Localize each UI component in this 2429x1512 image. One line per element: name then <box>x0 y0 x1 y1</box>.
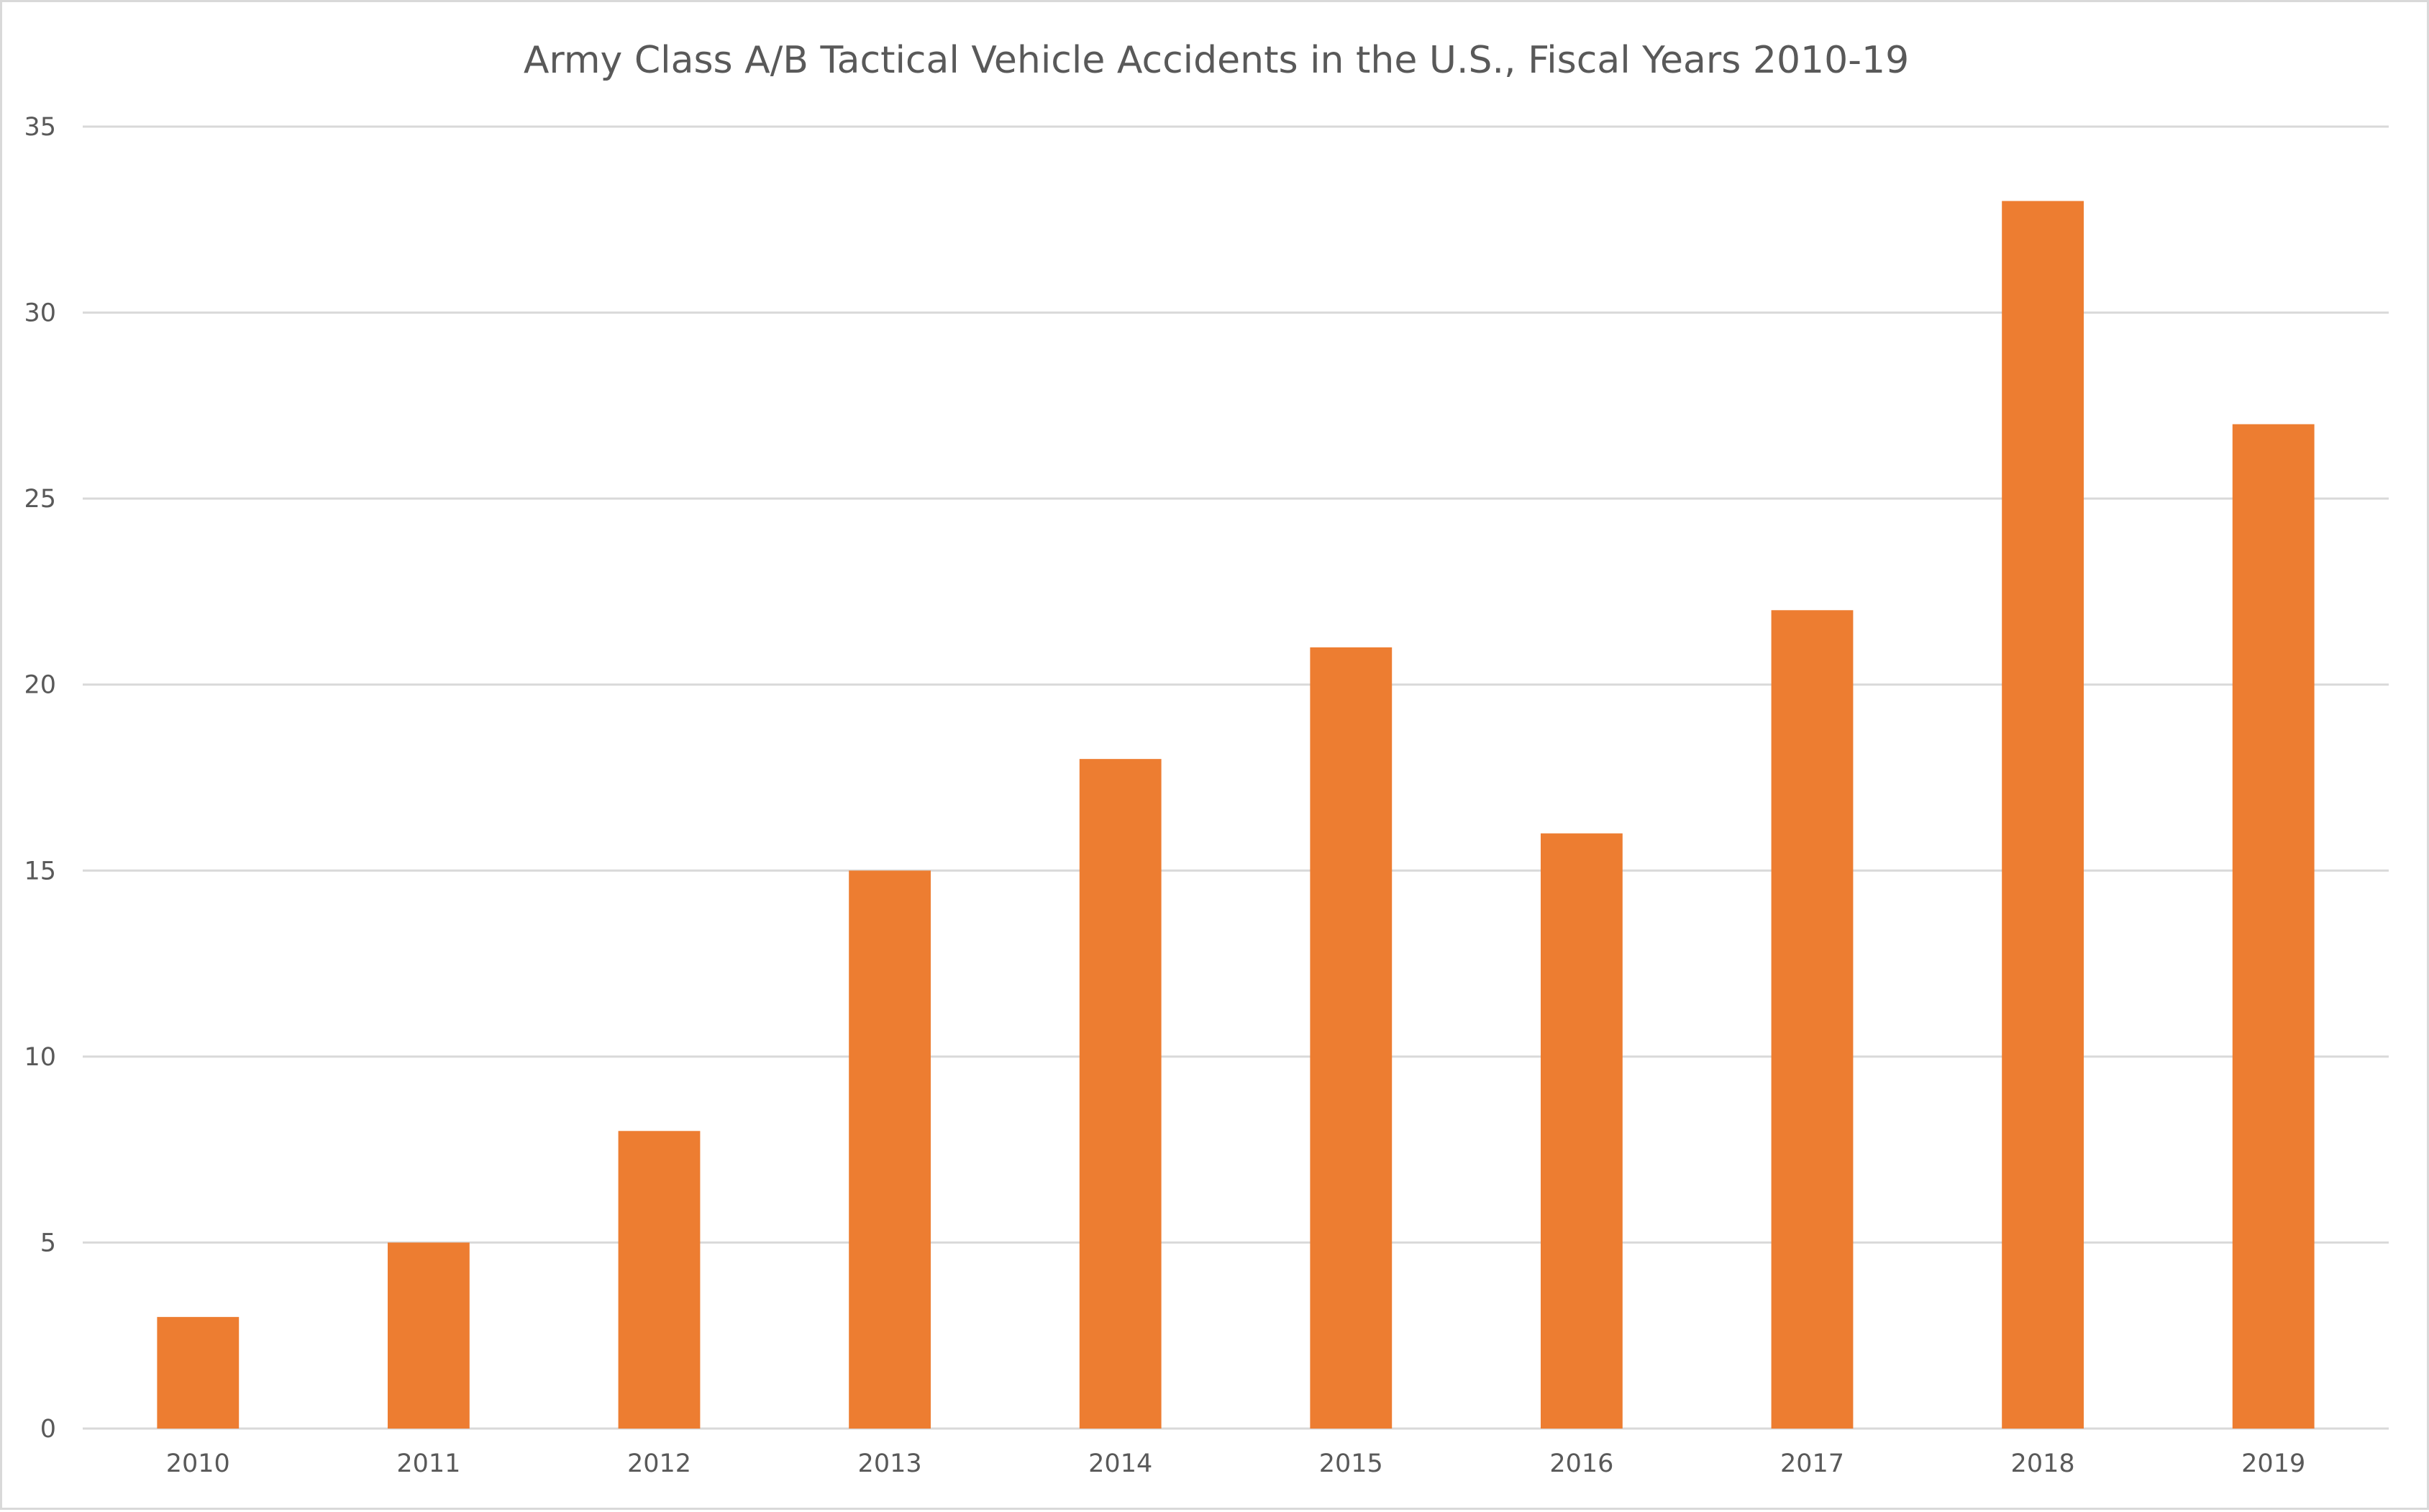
y-tick-label: 5 <box>40 1229 56 1257</box>
y-tick-label: 15 <box>24 857 56 885</box>
y-tick-label: 20 <box>24 671 56 700</box>
x-tick-label: 2018 <box>2011 1449 2075 1478</box>
bar-2010 <box>157 1316 240 1429</box>
y-axis-tick-labels: 0 5 10 15 20 25 30 35 <box>24 113 56 1444</box>
bar-2013 <box>849 870 931 1429</box>
x-tick-label: 2019 <box>2241 1449 2305 1478</box>
x-tick-label: 2016 <box>1549 1449 1613 1478</box>
x-tick-label: 2012 <box>627 1449 691 1478</box>
y-tick-label: 30 <box>24 299 56 328</box>
y-tick-label: 25 <box>24 485 56 514</box>
bar-2019 <box>2232 424 2315 1429</box>
x-tick-label: 2017 <box>1780 1449 1844 1478</box>
bar-2012 <box>618 1131 701 1429</box>
y-tick-label: 35 <box>24 113 56 142</box>
bar-2015 <box>1310 647 1393 1429</box>
x-axis-tick-labels: 2010 2011 2012 2013 2014 2015 2016 2017 2018 2019 <box>166 1449 2305 1478</box>
bar-2016 <box>1540 833 1623 1429</box>
x-tick-label: 2013 <box>858 1449 922 1478</box>
x-tick-label: 2015 <box>1319 1449 1383 1478</box>
bar-2018 <box>2002 201 2084 1429</box>
y-tick-label: 0 <box>40 1415 56 1444</box>
bar-2017 <box>1771 610 1854 1429</box>
y-tick-label: 10 <box>24 1043 56 1072</box>
x-tick-label: 2011 <box>396 1449 460 1478</box>
x-tick-label: 2010 <box>166 1449 230 1478</box>
bars <box>157 201 2315 1429</box>
chart-title: Army Class A/B Tactical Vehicle Accident… <box>524 39 1909 82</box>
bar-2011 <box>387 1242 470 1429</box>
bar-2014 <box>1079 759 1162 1429</box>
x-tick-label: 2014 <box>1088 1449 1152 1478</box>
